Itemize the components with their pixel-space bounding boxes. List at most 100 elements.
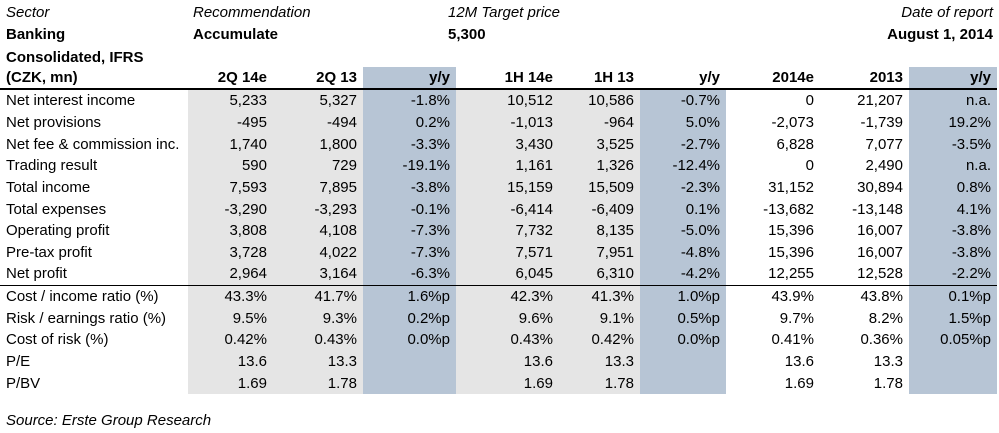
table-cell: [640, 350, 726, 373]
sector-value: Banking: [6, 26, 66, 43]
table-cell: [363, 350, 456, 373]
table-cell: 2,964: [188, 263, 273, 286]
table-cell: 31,152: [768, 178, 814, 196]
table-cell: 16,007: [857, 243, 903, 261]
column-header: y/y: [640, 67, 726, 90]
table-cell: 13.6: [784, 353, 814, 370]
table-cell: 0.2%p: [363, 307, 456, 330]
table-cell: 1.78: [559, 372, 640, 394]
table-cell: -3.8%: [909, 219, 997, 242]
table-cell: 0.0%p: [363, 329, 456, 351]
table-cell: 12,255: [768, 265, 814, 283]
table-cell: 15,159: [456, 176, 559, 199]
table-cell: -3,290: [188, 198, 273, 220]
table-cell: -2.3%: [640, 176, 726, 199]
table-cell: 0.42%: [559, 329, 640, 351]
table-cell: 4,022: [273, 241, 363, 264]
table-cell: 7,571: [456, 241, 559, 264]
financials-table: (CZK, mn) 2Q 14e 2Q 13 y/y 1H 14e 1H 13 …: [0, 67, 997, 394]
units-label: (CZK, mn): [0, 67, 188, 90]
table-cell: 21,207: [857, 92, 903, 110]
table-cell: -5.0%: [640, 219, 726, 242]
table-cell: -3.8%: [363, 176, 456, 199]
table-cell: 6,310: [559, 263, 640, 286]
table-cell: 6,045: [456, 263, 559, 286]
sector-label: Sector: [6, 4, 50, 21]
row-label: P/E: [6, 353, 31, 370]
table-row: Net fee & commission inc. 1,740 1,800 -3.3%…: [0, 133, 997, 155]
table-cell: 9.6%: [456, 307, 559, 330]
table-cell: -19.1%: [363, 154, 456, 177]
table-cell: -964: [559, 111, 640, 134]
table-cell: 0.1%p: [909, 284, 997, 308]
table-cell: 15,396: [768, 222, 814, 240]
table-cell: -12.4%: [640, 154, 726, 177]
table-cell: 6,828: [776, 135, 814, 153]
table-cell: 13.3: [559, 350, 640, 373]
row-label: Cost / income ratio (%): [0, 284, 188, 308]
consolidated-row: Consolidated, IFRS: [0, 47, 999, 69]
table-cell: 1.6%p: [363, 284, 456, 308]
table-cell: 1.0%p: [640, 284, 726, 308]
table-cell: -494: [273, 111, 363, 134]
table-cell: 0.8%: [909, 176, 997, 199]
table-cell: 13.6: [456, 350, 559, 373]
table-cell: 9.5%: [188, 307, 273, 330]
table-cell: -7.3%: [363, 241, 456, 264]
table-cell: 1.69: [784, 374, 814, 392]
column-header: 2014e: [726, 67, 820, 90]
table-cell: 1,161: [456, 154, 559, 177]
table-cell: 9.1%: [559, 307, 640, 330]
table-row: P/BV 1.69 1.78 1.69 1.78 1.69 1.78: [0, 372, 997, 394]
row-label: Pre-tax profit: [6, 243, 92, 261]
row-label: P/BV: [6, 374, 41, 392]
table-cell: -1,013: [456, 111, 559, 134]
table-cell: 7,951: [559, 241, 640, 264]
table-cell: 13.3: [273, 350, 363, 373]
table-cell: 3,808: [188, 219, 273, 242]
table-cell: 2,490: [865, 157, 903, 175]
row-label: Operating profit: [6, 222, 110, 240]
row-label: Risk / earnings ratio (%): [6, 309, 167, 327]
table-cell: -3.5%: [909, 133, 997, 155]
table-cell: -3,293: [273, 198, 363, 220]
table-cell: 729: [273, 154, 363, 177]
table-cell: 3,525: [559, 133, 640, 155]
table-cell: -7.3%: [363, 219, 456, 242]
table-row: Total income 7,593 7,895 -3.8% 15,159 15,509-…: [0, 176, 997, 199]
table-row: Cost of risk (%) 0.42% 0.43% 0.0%p 0.43% 0.42…: [0, 329, 997, 351]
table-row: Risk / earnings ratio (%) 9.5% 9.3% 0.2%p 9.…: [0, 307, 997, 330]
date-value: August 1, 2014: [887, 26, 993, 43]
table-cell: -3.3%: [363, 133, 456, 155]
table-cell: 42.3%: [456, 284, 559, 308]
table-cell: 4,108: [273, 219, 363, 242]
table-cell: -1,739: [860, 113, 903, 131]
table-cell: n.a.: [909, 89, 997, 112]
table-cell: 8,135: [559, 219, 640, 242]
table-cell: -2.2%: [909, 263, 997, 286]
table-cell: 13.6: [188, 350, 273, 373]
table-row: Net provisions -495 -494 0.2% -1,013 -964 5.0%…: [0, 111, 997, 134]
table-cell: -4.8%: [640, 241, 726, 264]
table-cell: 0.0%p: [640, 329, 726, 351]
table-row: P/E 13.6 13.3 13.6 13.3 13.6 13.3: [0, 350, 997, 373]
table-cell: 30,894: [857, 178, 903, 196]
table-cell: 7,593: [188, 176, 273, 199]
table-cell: 10,512: [456, 89, 559, 112]
table-cell: 9.3%: [273, 307, 363, 330]
table-cell: 7,895: [273, 176, 363, 199]
table-row: Pre-tax profit 3,728 4,022 -7.3% 7,571 7,951-…: [0, 241, 997, 264]
row-label: Net provisions: [6, 113, 102, 131]
table-cell: 41.3%: [559, 284, 640, 308]
row-label: Total expenses: [6, 200, 107, 218]
header-labels-row: Sector Recommendation 12M Target price D…: [0, 2, 999, 24]
consolidated-label: Consolidated, IFRS: [6, 49, 144, 66]
table-cell: 5.0%: [640, 111, 726, 134]
table-cell: 0.2%: [363, 111, 456, 134]
table-cell: 5,233: [188, 89, 273, 112]
column-header: 1H 13: [559, 67, 640, 90]
table-cell: 0.42%: [188, 329, 273, 351]
table-cell: 10,586: [559, 89, 640, 112]
table-cell: 0.41%: [771, 331, 814, 349]
table-cell: [909, 350, 997, 373]
